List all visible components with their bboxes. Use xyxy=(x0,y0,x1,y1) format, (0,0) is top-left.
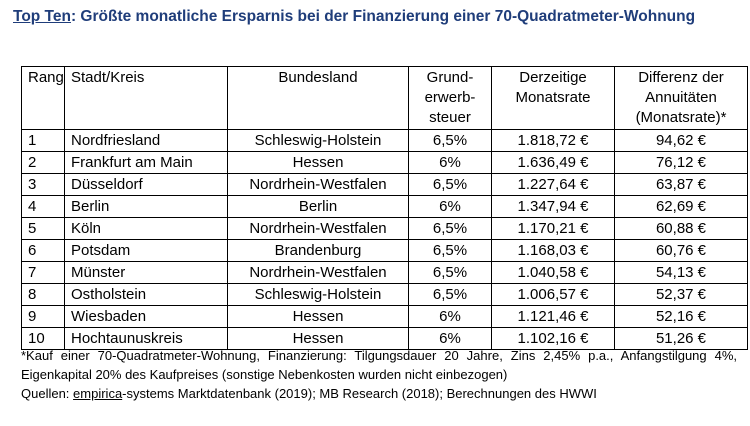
sources-link: empirica xyxy=(73,386,123,401)
cell-tax: 6% xyxy=(408,305,492,328)
table-row: 10 Hochtaunuskreis Hessen 6% 1.102,16 € … xyxy=(21,327,748,350)
cell-rate: 1.040,58 € xyxy=(491,261,615,284)
footnote-sources: Quellen: empirica-systems Marktdatenbank… xyxy=(21,384,737,403)
table-row: 3 Düsseldorf Nordrhein-Westfalen 6,5% 1.… xyxy=(21,173,748,196)
table-row: 8 Ostholstein Schleswig-Holstein 6,5% 1.… xyxy=(21,283,748,306)
footnote: *Kauf einer 70-Quadratmeter-Wohnung, Fin… xyxy=(21,346,737,403)
table-row: 6 Potsdam Brandenburg 6,5% 1.168,03 € 60… xyxy=(21,239,748,262)
cell-diff: 60,76 € xyxy=(614,239,748,262)
cell-rate: 1.818,72 € xyxy=(491,129,615,152)
header-tax: Grund- erwerb- steuer xyxy=(408,66,492,130)
table-header-row: Rang Stadt/Kreis Bundesland Grund- erwer… xyxy=(21,66,748,130)
cell-rank: 8 xyxy=(21,283,65,306)
header-state: Bundesland xyxy=(227,66,409,130)
cell-rate: 1.006,57 € xyxy=(491,283,615,306)
cell-rate: 1.227,64 € xyxy=(491,173,615,196)
cell-diff: 52,37 € xyxy=(614,283,748,306)
cell-tax: 6,5% xyxy=(408,129,492,152)
header-rate: Derzeitige Monatsrate xyxy=(491,66,615,130)
cell-city: Frankfurt am Main xyxy=(64,151,228,174)
cell-rank: 5 xyxy=(21,217,65,240)
cell-rank: 1 xyxy=(21,129,65,152)
cell-state: Schleswig-Holstein xyxy=(227,283,409,306)
cell-city: Wiesbaden xyxy=(64,305,228,328)
cell-diff: 94,62 € xyxy=(614,129,748,152)
cell-state: Nordrhein-Westfalen xyxy=(227,261,409,284)
document-title: Top Ten: Größte monatliche Ersparnis bei… xyxy=(13,6,743,28)
sources-prefix: Quellen: xyxy=(21,386,74,401)
header-city: Stadt/Kreis xyxy=(64,66,228,130)
cell-tax: 6% xyxy=(408,327,492,350)
cell-city: Berlin xyxy=(64,195,228,218)
cell-diff: 63,87 € xyxy=(614,173,748,196)
cell-diff: 54,13 € xyxy=(614,261,748,284)
cell-rate: 1.168,03 € xyxy=(491,239,615,262)
cell-rank: 10 xyxy=(21,327,65,350)
cell-diff: 52,16 € xyxy=(614,305,748,328)
cell-state: Hessen xyxy=(227,327,409,350)
cell-rank: 3 xyxy=(21,173,65,196)
cell-rank: 4 xyxy=(21,195,65,218)
table-row: 4 Berlin Berlin 6% 1.347,94 € 62,69 € xyxy=(21,195,748,218)
ranking-table: Rang Stadt/Kreis Bundesland Grund- erwer… xyxy=(21,66,748,350)
sources-rest: -systems Marktdatenbank (2019); MB Resea… xyxy=(122,386,597,401)
cell-state: Hessen xyxy=(227,151,409,174)
cell-diff: 62,69 € xyxy=(614,195,748,218)
cell-tax: 6% xyxy=(408,151,492,174)
header-diff: Differenz der Annuitäten (Monatsrate)* xyxy=(614,66,748,130)
cell-state: Hessen xyxy=(227,305,409,328)
title-prefix: Top Ten xyxy=(13,8,71,25)
cell-rank: 2 xyxy=(21,151,65,174)
cell-state: Nordrhein-Westfalen xyxy=(227,217,409,240)
footnote-note: *Kauf einer 70-Quadratmeter-Wohnung, Fin… xyxy=(21,348,737,382)
cell-rate: 1.636,49 € xyxy=(491,151,615,174)
cell-state: Schleswig-Holstein xyxy=(227,129,409,152)
cell-tax: 6% xyxy=(408,195,492,218)
table-row: 1 Nordfriesland Schleswig-Holstein 6,5% … xyxy=(21,129,748,152)
title-text: : Größte monatliche Ersparnis bei der Fi… xyxy=(70,8,696,25)
cell-tax: 6,5% xyxy=(408,239,492,262)
cell-rate: 1.102,16 € xyxy=(491,327,615,350)
cell-city: Ostholstein xyxy=(64,283,228,306)
table-row: 9 Wiesbaden Hessen 6% 1.121,46 € 52,16 € xyxy=(21,305,748,328)
cell-city: Düsseldorf xyxy=(64,173,228,196)
cell-state: Berlin xyxy=(227,195,409,218)
cell-tax: 6,5% xyxy=(408,283,492,306)
cell-city: Münster xyxy=(64,261,228,284)
cell-city: Nordfriesland xyxy=(64,129,228,152)
cell-rank: 6 xyxy=(21,239,65,262)
table-row: 7 Münster Nordrhein-Westfalen 6,5% 1.040… xyxy=(21,261,748,284)
cell-tax: 6,5% xyxy=(408,217,492,240)
cell-tax: 6,5% xyxy=(408,261,492,284)
cell-city: Köln xyxy=(64,217,228,240)
cell-rate: 1.170,21 € xyxy=(491,217,615,240)
table-row: 5 Köln Nordrhein-Westfalen 6,5% 1.170,21… xyxy=(21,217,748,240)
cell-rank: 9 xyxy=(21,305,65,328)
table-row: 2 Frankfurt am Main Hessen 6% 1.636,49 €… xyxy=(21,151,748,174)
cell-tax: 6,5% xyxy=(408,173,492,196)
cell-diff: 60,88 € xyxy=(614,217,748,240)
header-rank: Rang xyxy=(21,66,65,130)
cell-state: Brandenburg xyxy=(227,239,409,262)
cell-state: Nordrhein-Westfalen xyxy=(227,173,409,196)
cell-rate: 1.347,94 € xyxy=(491,195,615,218)
cell-rank: 7 xyxy=(21,261,65,284)
cell-rate: 1.121,46 € xyxy=(491,305,615,328)
cell-diff: 76,12 € xyxy=(614,151,748,174)
cell-diff: 51,26 € xyxy=(614,327,748,350)
cell-city: Potsdam xyxy=(64,239,228,262)
